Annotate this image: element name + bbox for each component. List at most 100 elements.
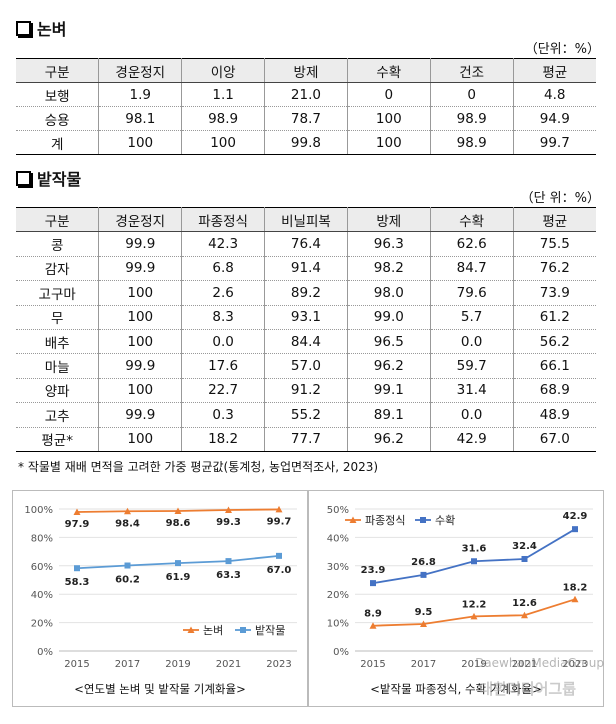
data-label: 26.8: [411, 557, 436, 568]
data-label: 99.3: [216, 517, 241, 528]
table-cell: 79.6: [429, 280, 514, 306]
table-cell: 98.0: [346, 280, 431, 306]
row-label: 마늘: [16, 353, 100, 379]
table-cell: 67.0: [512, 427, 596, 452]
legend-marker: [187, 626, 195, 633]
table-cell: 66.1: [512, 353, 596, 379]
y-tick-label: 50%: [327, 505, 349, 516]
table-row: 콩 99.9 42.3 76.4 96.3 62.6 75.5: [16, 231, 596, 257]
data-label: 32.4: [512, 541, 537, 552]
table-cell: 76.2: [512, 256, 596, 282]
legend-label: 파종정식: [365, 514, 405, 527]
table-cell: 4.8: [512, 82, 596, 107]
table-cell: 84.7: [429, 256, 514, 282]
data-point: [225, 506, 232, 513]
table-cell: 75.5: [512, 231, 596, 257]
row-label: 승용: [16, 106, 100, 131]
chart-yearly-mechanization: 0% 20% 40% 60% 80% 100% 2015 2017 2019 2021 2023 97…: [12, 490, 308, 707]
table-cell: 98.2: [346, 256, 431, 282]
table-cell: 100: [98, 427, 183, 452]
data-label: 98.4: [115, 518, 140, 529]
table-cell: 77.7: [264, 427, 348, 452]
data-label: 23.9: [361, 565, 386, 576]
chart-svg: 0% 10% 20% 30% 40% 50% 2015 2017 2019 2021 2023 8.9…: [327, 505, 593, 670]
table-cell: 100: [98, 280, 183, 306]
data-point: [471, 558, 477, 565]
data-point: [420, 571, 427, 578]
table-cell: 84.4: [264, 329, 348, 355]
table-cell: 96.3: [346, 231, 431, 257]
table-cell: 100: [98, 130, 183, 155]
data-label: 18.2: [563, 582, 588, 593]
data-point: [521, 611, 528, 619]
table-cell: 5.7: [429, 305, 514, 330]
footnote: * 작물별 재배 면적을 고려한 가중 평균값(통계청, 농업면적조사, 202…: [18, 460, 379, 474]
y-tick-label: 20%: [327, 590, 349, 601]
table-cell: 21.0: [264, 82, 348, 107]
table-cell: 0.0: [429, 402, 514, 428]
data-point: [470, 612, 478, 620]
table-cell: 55.2: [264, 402, 348, 428]
table-cell: 68.9: [512, 378, 596, 404]
data-label: 67.0: [267, 565, 292, 576]
row-label: 계: [16, 130, 100, 155]
rice-mechanization-table: 구분 경운정지 이앙 방제 수확 건조 평균 보행 1.9 1.1 21.0 0 0 4.8 승용 98.1…: [16, 58, 596, 155]
data-label: 42.9: [563, 511, 588, 522]
table-cell: 98.1: [98, 106, 183, 131]
table-cell: 61.2: [512, 305, 596, 330]
data-label: 98.6: [166, 518, 191, 529]
table-cell: 94.9: [512, 106, 596, 131]
x-tick-label: 2015: [64, 659, 89, 670]
column-header: 경운정지: [98, 58, 183, 83]
data-label: 58.3: [65, 577, 90, 588]
table-row: 승용 98.1 98.9 78.7 100 98.9 94.9: [16, 106, 596, 131]
table-cell: 100: [346, 130, 431, 155]
data-point: [74, 565, 80, 572]
table-cell: 99.9: [98, 231, 183, 257]
data-label: 12.2: [462, 599, 487, 610]
data-point: [370, 580, 376, 587]
column-header: 구분: [16, 58, 100, 83]
table-cell: 91.4: [264, 256, 348, 282]
table-cell: 100: [98, 329, 183, 355]
table-cell: 57.0: [264, 353, 348, 379]
watermark-text: DaewhanMediaGroup: [475, 656, 604, 670]
row-label: 고구마: [16, 280, 100, 306]
row-label: 보행: [16, 82, 100, 107]
data-label: 8.9: [364, 609, 382, 620]
table-row: 무 100 8.3 93.1 99.0 5.7 61.2: [16, 305, 596, 330]
column-header: 수확: [429, 206, 514, 233]
table-cell: 31.4: [429, 378, 514, 404]
legend-marker: [349, 516, 357, 523]
table-cell: 22.7: [181, 378, 266, 404]
table-cell: 99.7: [512, 130, 596, 155]
table-cell: 99.9: [98, 353, 183, 379]
y-tick-label: 40%: [327, 533, 349, 544]
column-header: 방제: [264, 58, 348, 83]
table-cell: 76.4: [264, 231, 348, 257]
y-tick-label: 10%: [327, 619, 349, 630]
table-cell: 73.9: [512, 280, 596, 306]
data-label: 9.5: [415, 607, 433, 618]
data-label: 60.2: [115, 575, 140, 586]
section-title-text: 논벼: [37, 20, 67, 39]
table-cell: 99.8: [264, 130, 348, 155]
unit-label: （단위：%）: [524, 42, 600, 57]
table-cell: 96.5: [346, 329, 431, 355]
row-label: 평균*: [16, 427, 100, 452]
row-label: 고추: [16, 402, 100, 428]
column-header: 경운정지: [98, 206, 183, 233]
legend-label: 수확: [435, 514, 455, 527]
legend-item: 밭작물: [235, 624, 285, 637]
legend-marker: [240, 627, 246, 633]
column-header: 이앙: [181, 58, 266, 83]
table-row: 평균* 100 18.2 77.7 96.2 42.9 67.0: [16, 427, 596, 452]
table-cell: 96.2: [346, 427, 431, 452]
data-point: [276, 552, 282, 559]
table-cell: 42.9: [429, 427, 514, 452]
x-tick-label: 2019: [165, 659, 190, 670]
checkbox-icon: [16, 170, 31, 186]
x-tick-label: 2021: [216, 659, 241, 670]
table-cell: 99.9: [98, 402, 183, 428]
column-header: 방제: [346, 206, 431, 233]
